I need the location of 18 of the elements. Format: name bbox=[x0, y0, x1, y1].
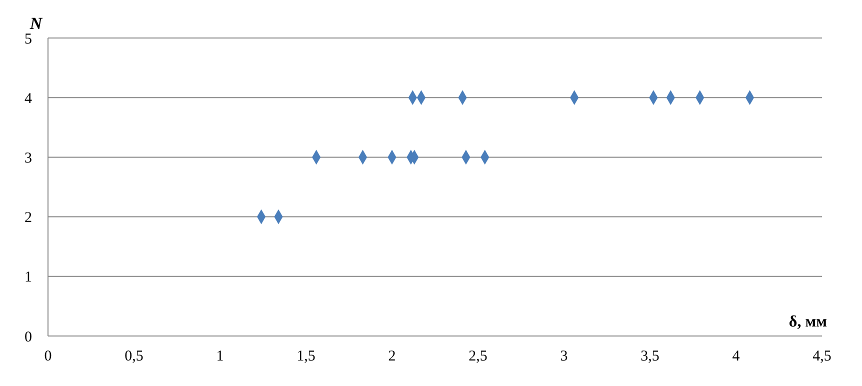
y-axis-title: N bbox=[28, 14, 43, 33]
x-tick-label: 3 bbox=[560, 348, 568, 365]
x-tick-label: 1 bbox=[216, 348, 224, 365]
x-tick-label: 1,5 bbox=[296, 348, 316, 365]
y-tick-label: 4 bbox=[24, 90, 32, 107]
x-axis-title: δ, мм bbox=[788, 313, 828, 330]
y-tick-label: 0 bbox=[24, 329, 32, 346]
y-tick-label: 2 bbox=[24, 210, 32, 226]
y-tick-label: 3 bbox=[24, 150, 32, 167]
x-tick-label: 0 bbox=[44, 348, 52, 365]
x-tick-label: 4,5 bbox=[812, 348, 832, 365]
y-tick-label: 1 bbox=[24, 270, 32, 286]
x-tick-label: 3,5 bbox=[640, 348, 660, 365]
x-tick-label: 2,5 bbox=[468, 348, 488, 365]
y-tick-label: 5 bbox=[24, 31, 32, 48]
x-tick-label: 0,5 bbox=[124, 348, 144, 365]
x-tick-label: 2 bbox=[388, 348, 396, 365]
x-tick-label: 4 bbox=[732, 348, 740, 365]
